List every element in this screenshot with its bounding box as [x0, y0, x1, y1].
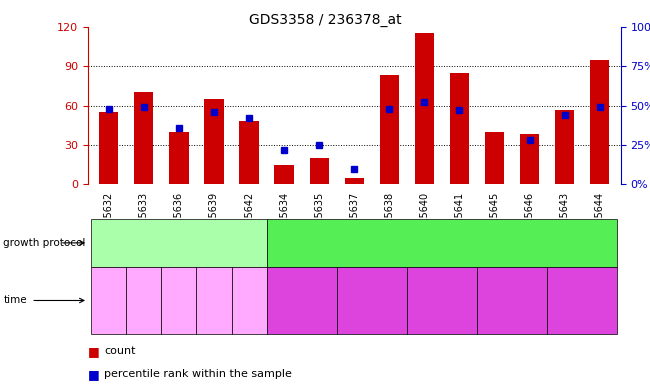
- Text: 1
month: 1 month: [164, 291, 194, 310]
- Bar: [169, 132, 188, 184]
- Text: 5
months: 5 months: [197, 291, 231, 310]
- Bar: [274, 165, 294, 184]
- Text: 3 weeks: 3 weeks: [279, 295, 324, 306]
- Text: ■: ■: [88, 345, 99, 358]
- Bar: [344, 178, 364, 184]
- Text: percentile rank within the sample: percentile rank within the sample: [104, 369, 292, 379]
- Text: GDS3358 / 236378_at: GDS3358 / 236378_at: [249, 13, 401, 27]
- Text: time: time: [3, 295, 27, 306]
- Bar: [204, 99, 224, 184]
- Text: growth protocol: growth protocol: [3, 238, 86, 248]
- Bar: [485, 132, 504, 184]
- Text: control: control: [157, 237, 201, 249]
- Bar: [239, 121, 259, 184]
- Text: 11 months: 11 months: [482, 295, 542, 306]
- Bar: [590, 60, 609, 184]
- Text: 5 months: 5 months: [415, 295, 468, 306]
- Text: 12
months: 12 months: [232, 291, 266, 310]
- Bar: [520, 134, 540, 184]
- Bar: [309, 158, 329, 184]
- Bar: [134, 93, 153, 184]
- Text: 0
weeks: 0 weeks: [94, 291, 123, 310]
- Bar: [450, 73, 469, 184]
- Text: ■: ■: [88, 368, 99, 381]
- Bar: [415, 33, 434, 184]
- Bar: [555, 109, 575, 184]
- Bar: [380, 75, 399, 184]
- Bar: [99, 112, 118, 184]
- Text: 3
weeks: 3 weeks: [129, 291, 158, 310]
- Text: 1 month: 1 month: [348, 295, 395, 306]
- Text: androgen-deprived: androgen-deprived: [382, 237, 502, 249]
- Text: 12 months: 12 months: [552, 295, 612, 306]
- Text: count: count: [104, 346, 135, 356]
